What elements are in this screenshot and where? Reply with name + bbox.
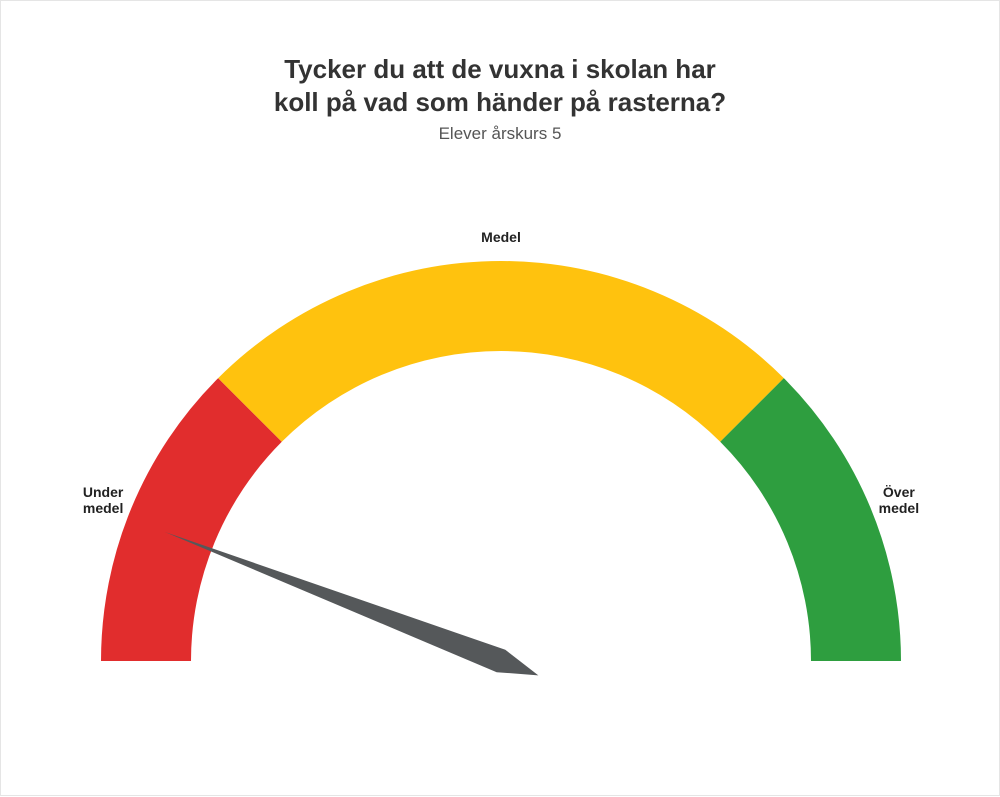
chart-frame: Tycker du att de vuxna i skolan har koll… [0,0,1000,796]
segment-label-over-medel: Över medel [879,483,919,515]
segment-label-medel: Medel [481,229,521,245]
segment-label-under-medel: Under medel [83,483,123,515]
gauge-chart [1,1,1000,797]
